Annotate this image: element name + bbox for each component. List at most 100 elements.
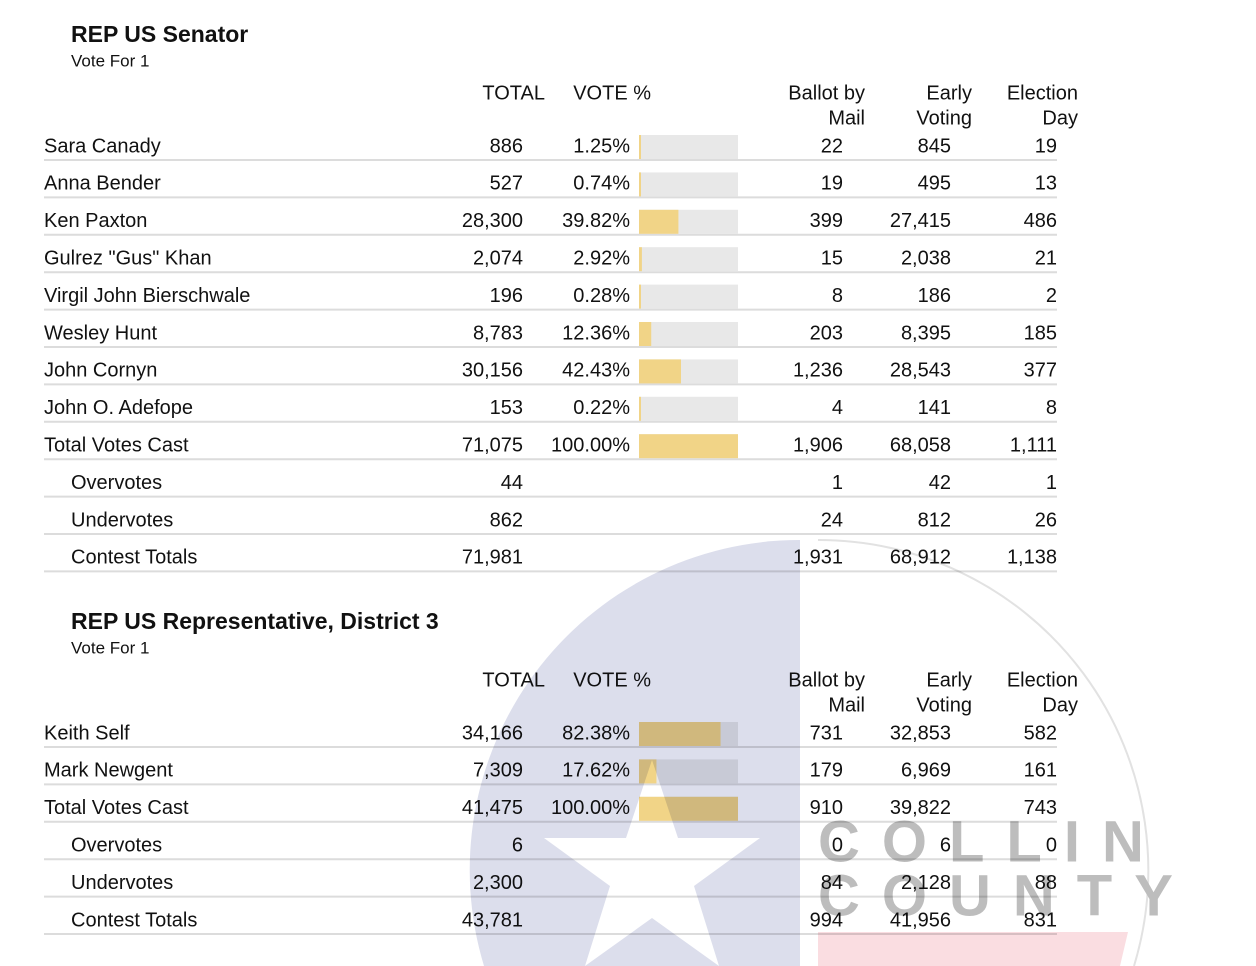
cell: 8,395 xyxy=(901,322,951,344)
cell: 68,058 xyxy=(890,434,951,456)
pct-bar xyxy=(639,434,738,459)
header: Day xyxy=(1042,694,1078,716)
cell: 0.74% xyxy=(573,173,630,195)
cell: 26 xyxy=(1035,509,1057,531)
cell: 71,981 xyxy=(462,547,523,569)
row-name: Overvotes xyxy=(71,834,162,856)
row-name: Undervotes xyxy=(71,872,173,894)
cell: 19 xyxy=(821,173,843,195)
cell: 1.25% xyxy=(573,135,630,157)
cell: 812 xyxy=(918,509,951,531)
cell: 994 xyxy=(810,909,843,931)
cell: 399 xyxy=(810,210,843,232)
cell: 13 xyxy=(1035,173,1057,195)
cell: 179 xyxy=(810,760,843,782)
row-name: Total Votes Cast xyxy=(44,434,189,456)
contest-title: REP US Senator xyxy=(71,21,248,47)
pct-bar xyxy=(639,209,679,234)
cell: 153 xyxy=(490,397,523,419)
cell: 42.43% xyxy=(562,360,630,382)
cell: 41,956 xyxy=(890,909,951,931)
row-name: Contest Totals xyxy=(71,547,197,569)
cell: 27,415 xyxy=(890,210,951,232)
seal-red xyxy=(818,932,1128,966)
cell: 2,074 xyxy=(473,247,523,269)
cell: 910 xyxy=(810,797,843,819)
cell: 1,931 xyxy=(793,547,843,569)
cell: 161 xyxy=(1024,760,1057,782)
cell: 6,969 xyxy=(901,760,951,782)
cell: 582 xyxy=(1024,722,1057,744)
cell: 84 xyxy=(821,872,843,894)
cell: 1,906 xyxy=(793,434,843,456)
cell: 0 xyxy=(1046,834,1057,856)
header: Mail xyxy=(828,694,865,716)
cell: 0.22% xyxy=(573,397,630,419)
bar-track xyxy=(639,284,738,309)
header: Mail xyxy=(828,107,865,129)
bar-track xyxy=(639,247,738,272)
bar-track xyxy=(639,172,738,197)
row-name: John O. Adefope xyxy=(44,397,193,419)
vote-for: Vote For 1 xyxy=(71,51,149,70)
header: Early xyxy=(926,669,972,691)
cell: 8 xyxy=(832,285,843,307)
header: TOTAL xyxy=(482,82,545,104)
cell: 8,783 xyxy=(473,322,523,344)
cell: 2,038 xyxy=(901,247,951,269)
cell: 28,543 xyxy=(890,360,951,382)
watermark-text: COLLIN xyxy=(818,809,1166,874)
cell: 21 xyxy=(1035,247,1057,269)
cell: 527 xyxy=(490,173,523,195)
cell: 71,075 xyxy=(462,434,523,456)
cell: 743 xyxy=(1024,797,1057,819)
cell: 32,853 xyxy=(890,722,951,744)
row-name: Total Votes Cast xyxy=(44,797,189,819)
cell: 15 xyxy=(821,247,843,269)
cell: 39.82% xyxy=(562,210,630,232)
row-name: Virgil John Bierschwale xyxy=(44,285,250,307)
cell: 1,138 xyxy=(1007,547,1057,569)
bar-track xyxy=(639,396,738,421)
header: Voting xyxy=(916,107,972,129)
header: Election xyxy=(1007,669,1078,691)
header: VOTE % xyxy=(573,82,651,104)
pct-bar xyxy=(639,247,642,272)
watermark-text: COUNTY xyxy=(818,863,1195,928)
header: Early xyxy=(926,82,972,104)
cell: 42 xyxy=(929,472,951,494)
cell: 8 xyxy=(1046,397,1057,419)
row-name: Sara Canady xyxy=(44,135,161,157)
pct-bar xyxy=(639,284,641,309)
cell: 1,111 xyxy=(1010,434,1057,456)
row-name: Keith Self xyxy=(44,722,130,744)
header: Voting xyxy=(916,694,972,716)
seal-star xyxy=(544,760,760,966)
cell: 4 xyxy=(832,397,843,419)
header: Day xyxy=(1042,107,1078,129)
contest-title: REP US Representative, District 3 xyxy=(71,608,439,634)
cell: 1 xyxy=(1046,472,1057,494)
cell: 486 xyxy=(1024,210,1057,232)
row-name: Undervotes xyxy=(71,509,173,531)
cell: 39,822 xyxy=(890,797,951,819)
cell: 6 xyxy=(940,834,951,856)
cell: 831 xyxy=(1024,909,1057,931)
cell: 30,156 xyxy=(462,360,523,382)
cell: 186 xyxy=(918,285,951,307)
cell: 141 xyxy=(918,397,951,419)
header: Election xyxy=(1007,82,1078,104)
row-name: Ken Paxton xyxy=(44,210,147,232)
row-name: Wesley Hunt xyxy=(44,322,157,344)
cell: 2 xyxy=(1046,285,1057,307)
cell: 88 xyxy=(1035,872,1057,894)
cell: 845 xyxy=(918,135,951,157)
cell: 185 xyxy=(1024,322,1057,344)
pct-bar xyxy=(639,322,652,346)
cell: 862 xyxy=(490,509,523,531)
row-name: Anna Bender xyxy=(44,173,161,195)
header: Ballot by xyxy=(788,82,865,104)
cell: 1,236 xyxy=(793,360,843,382)
pct-bar xyxy=(639,135,641,159)
